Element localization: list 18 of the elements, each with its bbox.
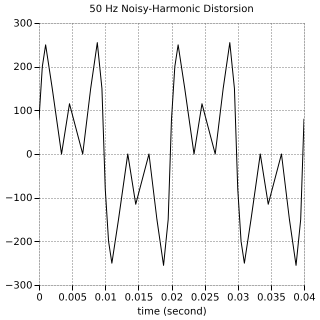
y-tick-label: −100 (5, 193, 32, 204)
x-tick-label: 0.015 (124, 292, 154, 304)
y-tick-label: −300 (5, 280, 32, 292)
x-tick-label: 0.025 (190, 292, 220, 304)
y-tick-label: 200 (13, 62, 32, 74)
x-tick-label: 0.035 (257, 292, 286, 304)
y-tick-label: 0 (26, 150, 32, 160)
y-tick-label: −200 (5, 236, 32, 248)
x-tick-label: 0.02 (160, 292, 184, 304)
x-tick-label: 0.04 (293, 292, 316, 304)
chart-title: 50 Hz Noisy-Harmonic Distorsion (89, 4, 254, 15)
x-tick-label: 0 (36, 292, 43, 304)
x-tick-label: 0.01 (94, 292, 117, 304)
x-tick-label: 0.03 (227, 292, 250, 304)
y-tick-label: 100 (13, 106, 32, 117)
x-axis-title: time (second) (137, 306, 207, 318)
y-tick-label: 300 (13, 18, 32, 30)
x-tick-label: 0.005 (58, 292, 87, 304)
